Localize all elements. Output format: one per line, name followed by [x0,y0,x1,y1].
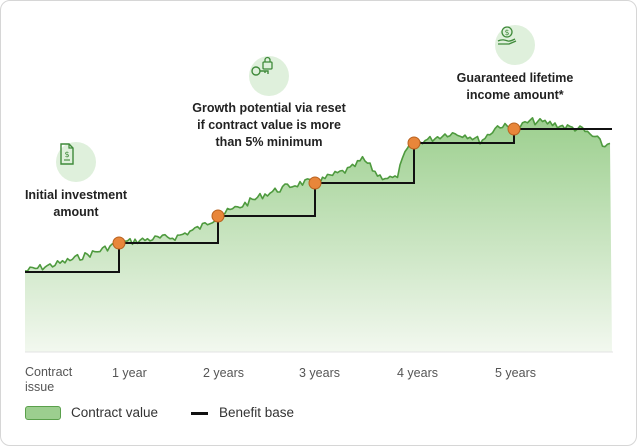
legend-label-contract-value: Contract value [71,405,159,420]
x-label: 3 years [299,366,340,380]
legend-swatch-contract-value [25,406,61,420]
reset-markers [112,122,521,250]
annotation-line: amount [53,205,99,219]
x-label: Contract issue [25,365,72,395]
x-label: 5 years [495,366,536,380]
reset-marker [507,122,521,136]
annotation-income: Guaranteed lifetime income amount* [435,70,595,104]
svg-text:$: $ [505,28,510,37]
annotation-investment: Initial investment amount [13,187,139,221]
legend-label-benefit-base: Benefit base [219,405,295,420]
contract-value-area [25,117,612,352]
annotation-line: than 5% minimum [215,135,323,149]
reset-marker [211,209,225,223]
annotation-line: Growth potential via reset [192,101,346,115]
x-label: 1 year [112,366,147,380]
hand-dollar-icon: $ [495,25,535,65]
lock-key-icon [249,56,289,96]
reset-marker [308,176,322,190]
annotation-reset: Growth potential via reset if contract v… [179,100,359,151]
annotation-line: Guaranteed lifetime [456,71,574,85]
document-dollar-icon: $ [56,142,96,182]
legend-swatch-benefit-base [191,412,208,415]
annotation-line: if contract value is more [197,118,341,132]
reset-marker [407,136,421,150]
x-label: 2 years [203,366,244,380]
reset-marker [112,236,126,250]
x-label-line: Contract [25,365,73,379]
annotation-line: Initial investment [24,188,128,202]
svg-text:$: $ [65,150,70,159]
x-label: 4 years [397,366,438,380]
x-label-line: issue [25,380,55,394]
annotation-line: income amount* [466,88,564,102]
